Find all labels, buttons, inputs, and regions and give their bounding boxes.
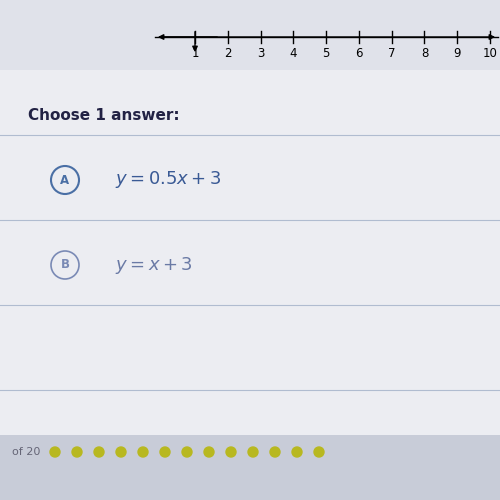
Circle shape: [138, 447, 148, 457]
Circle shape: [204, 447, 214, 457]
Text: 2: 2: [224, 47, 232, 60]
Text: $y = 0.5x + 3$: $y = 0.5x + 3$: [115, 170, 222, 190]
Text: A: A: [60, 174, 70, 186]
Text: $y = x + 3$: $y = x + 3$: [115, 254, 193, 276]
Text: 8: 8: [421, 47, 428, 60]
Text: 5: 5: [322, 47, 330, 60]
Text: 7: 7: [388, 47, 396, 60]
Circle shape: [94, 447, 104, 457]
FancyBboxPatch shape: [0, 0, 500, 70]
Circle shape: [314, 447, 324, 457]
Circle shape: [248, 447, 258, 457]
Text: 6: 6: [355, 47, 362, 60]
Circle shape: [116, 447, 126, 457]
FancyBboxPatch shape: [0, 50, 500, 440]
Text: 1: 1: [191, 47, 199, 60]
Text: 3: 3: [257, 47, 264, 60]
Circle shape: [292, 447, 302, 457]
Text: 9: 9: [454, 47, 461, 60]
Circle shape: [50, 447, 60, 457]
Circle shape: [182, 447, 192, 457]
Text: 10: 10: [482, 47, 498, 60]
Text: B: B: [60, 258, 70, 272]
Circle shape: [270, 447, 280, 457]
Text: of 20: of 20: [12, 447, 40, 457]
Circle shape: [226, 447, 236, 457]
Text: 4: 4: [290, 47, 297, 60]
Circle shape: [160, 447, 170, 457]
FancyBboxPatch shape: [0, 435, 500, 500]
Text: Choose 1 answer:: Choose 1 answer:: [28, 108, 180, 122]
Circle shape: [72, 447, 82, 457]
